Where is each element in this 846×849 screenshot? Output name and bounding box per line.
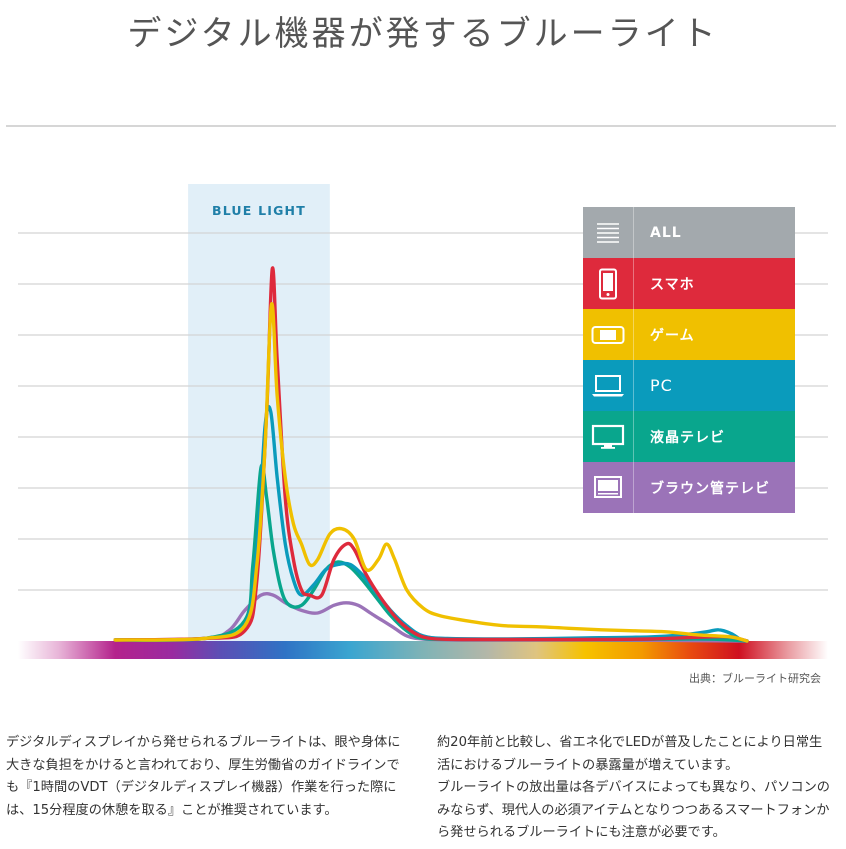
legend-item-2[interactable]: ゲーム	[583, 309, 795, 360]
legend-label: PC	[650, 376, 673, 395]
legend-label: ALL	[650, 224, 682, 241]
legend-item-0[interactable]: ALL	[583, 207, 795, 258]
game-console-icon	[583, 309, 634, 360]
lcd-tv-icon	[583, 411, 634, 462]
series-line-game	[113, 302, 749, 643]
device-legend: ALL スマホゲーム PC 液晶テレビブラウン管テレビ	[583, 207, 795, 513]
list-icon	[583, 207, 634, 258]
spectrum-bar	[18, 641, 828, 659]
paragraph-right-line2: ブルーライトの放出量は各デバイスによっても異なり、パソコンのみならず、現代人の必…	[437, 780, 830, 840]
paragraph-left: デジタルディスプレイから発せられるブルーライトは、眼や身体に大きな負担をかけると…	[6, 735, 401, 818]
smartphone-icon	[583, 258, 634, 309]
legend-item-5[interactable]: ブラウン管テレビ	[583, 462, 795, 513]
spectrum-chart: BLUE LIGHT	[18, 184, 828, 659]
legend-label: スマホ	[650, 276, 695, 293]
legend-label: ゲーム	[650, 327, 695, 344]
source-note: 出典：ブルーライト研究会	[689, 672, 821, 685]
blue-light-band-label: BLUE LIGHT	[212, 203, 306, 218]
page-title: デジタル機器が発するブルーライト	[127, 14, 719, 54]
legend-item-3[interactable]: PC	[583, 360, 795, 411]
legend-label: ブラウン管テレビ	[650, 480, 770, 497]
legend-item-4[interactable]: 液晶テレビ	[583, 411, 795, 462]
title-divider	[6, 125, 836, 127]
legend-item-1[interactable]: スマホ	[583, 258, 795, 309]
paragraph-right-line1: 約20年前と比較し、省エネ化でLEDが普及したことにより日常生活におけるブルーラ…	[437, 735, 823, 773]
crt-tv-icon	[583, 462, 634, 513]
paragraph-right: 約20年前と比較し、省エネ化でLEDが普及したことにより日常生活におけるブルーラ…	[437, 732, 835, 845]
laptop-icon	[583, 360, 634, 411]
legend-label: 液晶テレビ	[650, 429, 725, 446]
